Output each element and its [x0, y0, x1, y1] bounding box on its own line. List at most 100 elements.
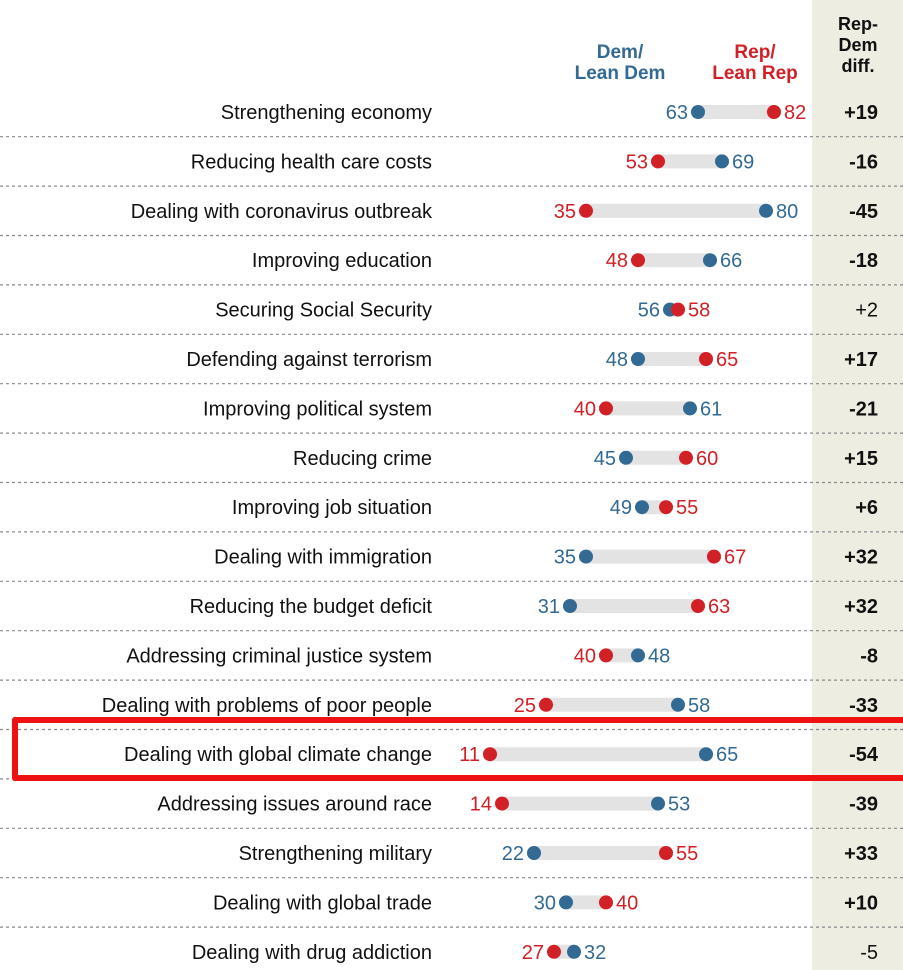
category-label: Securing Social Security	[215, 300, 432, 322]
dem-value-label: 63	[666, 102, 688, 124]
dem-dot	[671, 697, 685, 712]
diff-value: -18	[849, 250, 878, 272]
category-label: Dealing with coronavirus outbreak	[131, 201, 433, 223]
rep-value-label: 14	[470, 794, 492, 816]
dem-dot	[559, 895, 573, 910]
rep-dot	[579, 203, 593, 218]
rep-value-label: 25	[514, 695, 536, 717]
diff-value: -5	[860, 942, 878, 964]
rep-value-label: 40	[574, 398, 596, 420]
dem-dot	[691, 105, 705, 119]
dem-dot	[527, 846, 541, 860]
dem-value-label: 35	[554, 547, 576, 569]
rep-dot	[691, 599, 705, 613]
category-label: Strengthening economy	[221, 102, 432, 124]
dem-value-label: 48	[648, 645, 670, 667]
dem-dot	[619, 450, 633, 465]
dem-dot	[759, 203, 773, 218]
dem-value-label: 66	[720, 250, 742, 272]
dem-legend-label: Dem/Lean Dem	[574, 42, 666, 84]
rep-dot	[631, 253, 645, 268]
rep-dot	[699, 352, 713, 366]
dem-dot	[683, 401, 697, 416]
category-label: Dealing with global trade	[213, 892, 432, 914]
dem-value-label: 56	[638, 300, 660, 322]
diff-value: -8	[860, 645, 878, 667]
rep-value-label: 53	[626, 151, 648, 173]
rep-value-label: 11	[459, 744, 480, 766]
dem-dot	[715, 154, 729, 169]
rep-value-label: 55	[676, 497, 698, 519]
dem-value-label: 22	[502, 843, 524, 865]
dem-value-label: 58	[688, 695, 710, 717]
dem-value-label: 48	[606, 349, 628, 371]
diff-value: -21	[849, 398, 878, 420]
dem-dot	[635, 500, 649, 515]
diff-column-background	[812, 0, 903, 970]
dem-value-label: 61	[700, 398, 722, 420]
category-label: Improving political system	[203, 398, 432, 420]
dem-dot	[631, 648, 645, 663]
rep-value-label: 55	[676, 843, 698, 865]
diff-value: +15	[844, 448, 878, 470]
rep-legend-label: Rep/Lean Rep	[712, 42, 798, 84]
diff-column-header: Rep- Dem diff.	[838, 14, 878, 76]
diff-value: -45	[849, 201, 878, 223]
dem-dot	[651, 796, 665, 811]
category-label: Improving job situation	[232, 497, 432, 519]
rep-value-label: 27	[522, 942, 544, 964]
rep-value-label: 40	[616, 892, 638, 914]
dem-dot	[567, 944, 581, 959]
category-label: Reducing health care costs	[191, 151, 432, 173]
rep-value-label: 48	[606, 250, 628, 272]
rep-dot	[495, 796, 509, 811]
category-label: Strengthening military	[239, 843, 432, 865]
dem-value-label: 45	[594, 448, 616, 470]
category-label: Defending against terrorism	[186, 349, 432, 371]
dem-dot	[631, 352, 645, 366]
diff-value: +33	[844, 843, 878, 865]
category-label: Dealing with global climate change	[124, 744, 432, 766]
category-label: Dealing with immigration	[214, 547, 432, 569]
rep-dot	[679, 450, 693, 465]
dem-dot	[563, 599, 577, 613]
dem-value-label: 30	[534, 892, 556, 914]
rep-dot	[671, 302, 685, 317]
category-label: Reducing crime	[293, 448, 432, 470]
category-label: Addressing issues around race	[157, 794, 432, 816]
rep-dot	[483, 747, 497, 762]
rep-dot	[659, 500, 673, 515]
diff-value: +2	[855, 300, 878, 322]
dem-value-label: 80	[776, 201, 798, 223]
rep-value-label: 60	[696, 448, 718, 470]
diff-value: +17	[844, 349, 878, 371]
category-label: Dealing with drug addiction	[192, 942, 432, 964]
diff-value: +32	[844, 547, 878, 569]
dem-value-label: 32	[584, 942, 606, 964]
dem-value-label: 31	[538, 596, 560, 618]
rep-dot	[659, 846, 673, 860]
dem-dot	[699, 747, 713, 762]
rep-dot	[599, 648, 613, 663]
diff-value: +10	[844, 892, 878, 914]
diff-value: +32	[844, 596, 878, 618]
dem-value-label: 49	[610, 497, 632, 519]
diff-value: -54	[849, 744, 879, 766]
rep-value-label: 63	[708, 596, 730, 618]
rep-value-label: 35	[554, 201, 576, 223]
category-label: Reducing the budget deficit	[190, 596, 433, 618]
rep-dot	[547, 944, 561, 959]
rep-dot	[599, 895, 613, 910]
dem-value-label: 65	[716, 744, 738, 766]
rep-value-label: 58	[688, 300, 710, 322]
rep-value-label: 67	[724, 547, 746, 569]
diff-value: +6	[855, 497, 878, 519]
rep-value-label: 40	[574, 645, 596, 667]
dem-value-label: 69	[732, 151, 754, 173]
diff-value: -39	[849, 794, 878, 816]
rep-dot	[599, 401, 613, 416]
diff-value: -33	[849, 695, 878, 717]
rep-dot	[651, 154, 665, 169]
dem-value-label: 53	[668, 794, 690, 816]
